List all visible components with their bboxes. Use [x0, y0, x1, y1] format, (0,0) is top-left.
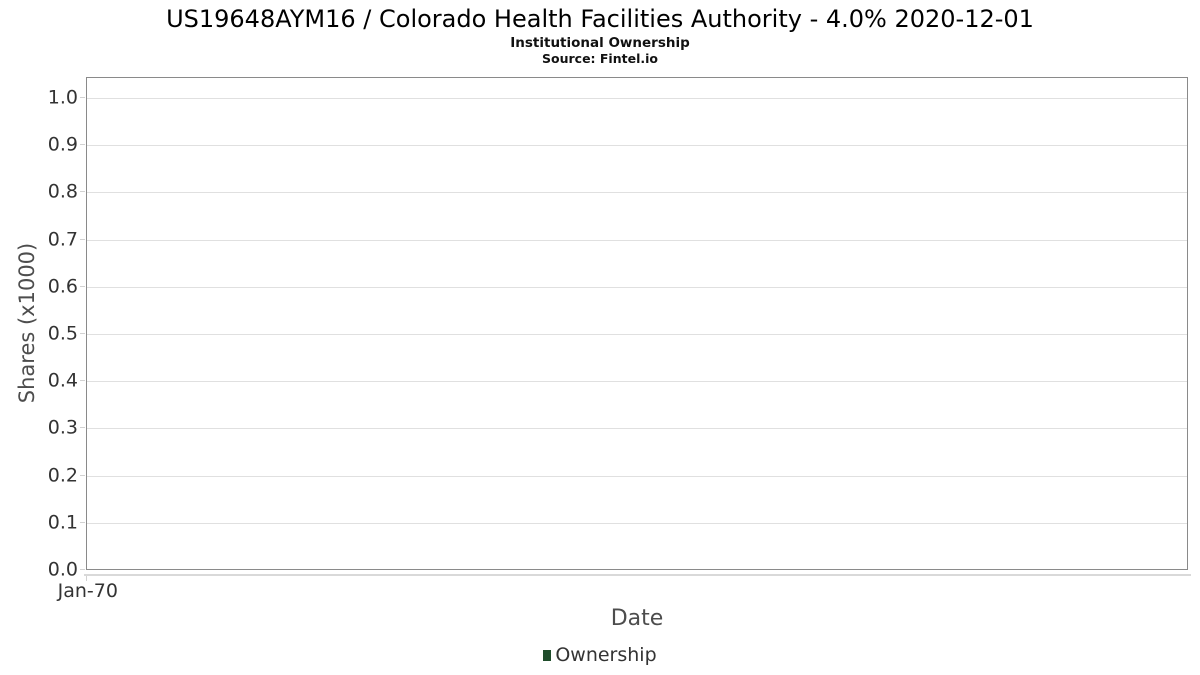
legend-item-ownership[interactable]: Ownership [543, 644, 657, 667]
plot-area [86, 77, 1188, 570]
y-gridline [87, 145, 1187, 147]
y-gridline [87, 334, 1187, 335]
y-gridline [87, 428, 1187, 430]
y-tick-label: 0.3 [47, 416, 78, 439]
y-gridline [87, 522, 1187, 524]
y-axis-tick-mark [80, 380, 85, 382]
ownership-series-marker-icon [543, 649, 552, 661]
y-tick-label: 0.0 [47, 558, 78, 581]
y-axis-tick-mark [80, 333, 85, 334]
x-axis-line [84, 574, 1191, 576]
y-tick-label: 0.6 [47, 275, 78, 298]
chart-source-credit: Source: Fintel.io [542, 51, 658, 66]
y-gridline [87, 475, 1187, 477]
y-axis-tick-mark [80, 474, 85, 476]
y-axis-tick-mark [80, 191, 85, 193]
y-gridline [87, 286, 1187, 288]
y-gridline [87, 381, 1187, 383]
x-axis-tick-mark [86, 576, 87, 581]
y-tick-label: 1.0 [47, 86, 78, 109]
y-axis-tick-mark [80, 427, 85, 429]
y-axis-tick-mark [80, 144, 85, 146]
y-tick-label: 0.9 [47, 133, 78, 156]
y-axis-tick-mark [80, 238, 85, 240]
y-axis-tick-mark [80, 521, 85, 523]
y-gridline [87, 98, 1187, 99]
x-axis-title: Date [610, 606, 664, 631]
legend-label: Ownership [555, 644, 657, 666]
y-tick-label: 0.5 [47, 322, 78, 345]
y-tick-label: 0.1 [47, 511, 78, 534]
chart-legend: Ownership [0, 644, 1200, 667]
chart-subtitle: Institutional Ownership [510, 35, 690, 51]
y-axis-tick-mark [80, 285, 85, 287]
chart-title: US19648AYM16 / Colorado Health Facilitie… [166, 5, 1034, 33]
y-tick-label: 0.4 [47, 369, 78, 392]
y-tick-label: 0.2 [47, 464, 78, 487]
y-gridline [87, 192, 1187, 194]
x-tick-label: Jan-70 [57, 580, 118, 602]
y-axis-tick-mark [80, 97, 85, 98]
y-tick-label: 0.8 [47, 180, 78, 203]
y-gridline [87, 239, 1187, 241]
y-tick-label: 0.7 [47, 228, 78, 251]
y-axis-tick-mark [80, 569, 85, 570]
